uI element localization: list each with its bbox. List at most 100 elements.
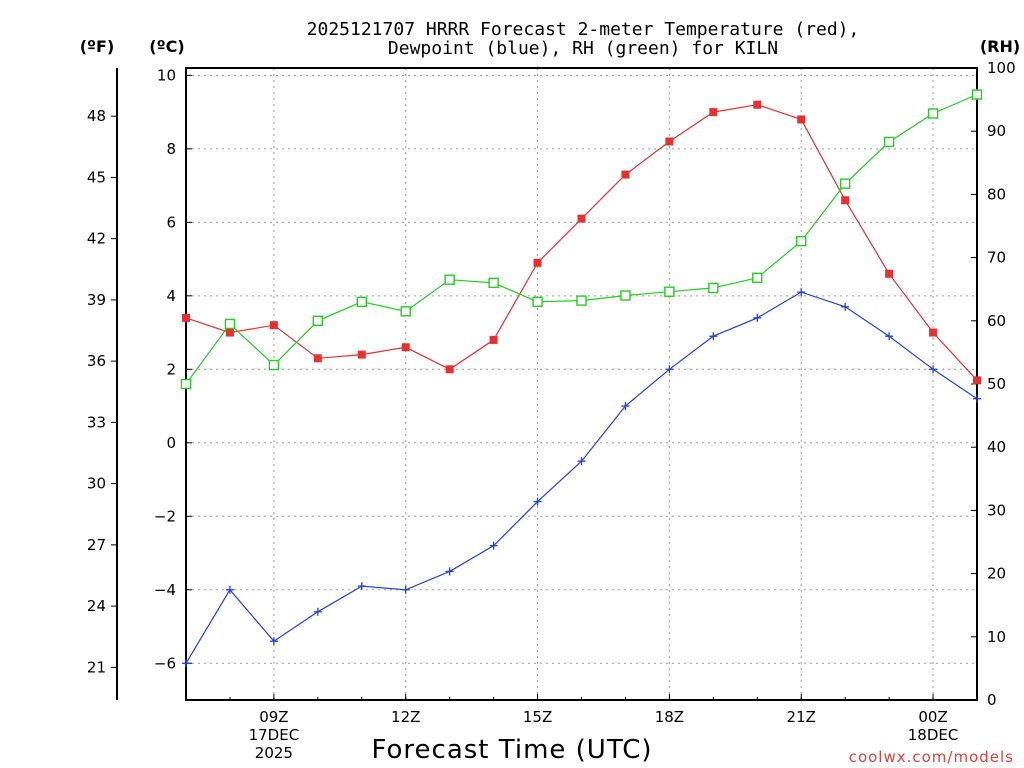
time-tick-label: 15Z bbox=[523, 708, 552, 726]
time-tick-label: 18DEC bbox=[908, 726, 959, 744]
fahrenheit-tick-label: 39 bbox=[87, 291, 106, 309]
dewpoint-point bbox=[182, 659, 190, 668]
fahrenheit-tick-label: 30 bbox=[87, 475, 106, 493]
dewpoint-point bbox=[225, 585, 234, 594]
dewpoint-point bbox=[621, 402, 630, 411]
rh-unit-label: (RH) bbox=[980, 37, 1020, 56]
dewpoint-point bbox=[973, 394, 981, 403]
rh-tick-label: 100 bbox=[987, 59, 1016, 77]
rh-tick-label: 0 bbox=[987, 691, 997, 709]
rh-point bbox=[620, 290, 631, 301]
axis-ticks: 1086420−2−4−6484542393633302724211009080… bbox=[87, 59, 1016, 762]
dewpoint-point bbox=[445, 567, 454, 576]
2-meter-temperature-point bbox=[621, 170, 630, 179]
2-meter-temperature-point bbox=[885, 269, 894, 278]
2-meter-temperature-point bbox=[709, 108, 718, 117]
2-meter-temperature-point bbox=[797, 115, 806, 124]
x-axis-title: Forecast Time (UTC) bbox=[371, 735, 652, 765]
fahrenheit-tick-label: 42 bbox=[87, 230, 106, 248]
rh-point bbox=[356, 296, 367, 308]
2-meter-temperature-point bbox=[665, 137, 674, 146]
fahrenheit-tick-label: 36 bbox=[87, 352, 106, 370]
dewpoint-point bbox=[885, 332, 894, 341]
plot-area-frame bbox=[185, 67, 978, 701]
rh-tick-label: 50 bbox=[987, 375, 1006, 393]
rh-point bbox=[180, 378, 192, 390]
data-series bbox=[180, 89, 983, 668]
time-tick-label: 17DEC bbox=[249, 726, 300, 744]
celsius-tick-label: 2 bbox=[166, 360, 176, 378]
rh-point bbox=[927, 108, 939, 119]
fahrenheit-tick-label: 33 bbox=[87, 413, 106, 431]
2-meter-temperature-point bbox=[489, 335, 498, 344]
rh-point bbox=[708, 282, 719, 294]
fahrenheit-tick-label: 48 bbox=[87, 107, 106, 125]
rh-point bbox=[883, 136, 895, 148]
celsius-tick-label: 10 bbox=[157, 66, 176, 84]
rh-point bbox=[839, 178, 851, 189]
fahrenheit-tick-label: 24 bbox=[87, 597, 106, 615]
time-tick-label: 12Z bbox=[391, 708, 420, 726]
dewpoint-point bbox=[313, 607, 322, 616]
time-tick-label: 18Z bbox=[655, 708, 684, 726]
grid-lines bbox=[186, 68, 977, 700]
dewpoint-point bbox=[533, 497, 542, 506]
fahrenheit-tick-label: 45 bbox=[87, 168, 106, 186]
2-meter-temperature-point bbox=[401, 343, 410, 352]
celsius-tick-label: 4 bbox=[166, 287, 176, 305]
fahrenheit-unit-label: (ºF) bbox=[80, 37, 115, 56]
2-meter-temperature-line bbox=[185, 104, 978, 381]
celsius-tick-label: −6 bbox=[154, 654, 176, 672]
rh-point bbox=[400, 306, 411, 317]
rh-tick-label: 70 bbox=[987, 249, 1006, 267]
time-tick-label: 2025 bbox=[255, 744, 293, 762]
2-meter-temperature-point bbox=[445, 365, 454, 374]
rh-point bbox=[796, 235, 807, 247]
fahrenheit-tick-label: 27 bbox=[87, 536, 106, 554]
rh-point bbox=[312, 315, 324, 326]
rh-point bbox=[268, 359, 280, 371]
2-meter-temperature-point bbox=[182, 313, 190, 322]
rh-tick-label: 90 bbox=[987, 122, 1006, 140]
celsius-tick-label: 0 bbox=[166, 434, 176, 452]
dewpoint-point bbox=[269, 637, 278, 646]
rh-point bbox=[444, 274, 455, 285]
dewpoint-point bbox=[401, 585, 410, 594]
dewpoint-point bbox=[929, 365, 938, 374]
rh-point bbox=[664, 286, 675, 297]
chart-title-line-2: Dewpoint (blue), RH (green) for KILN bbox=[388, 38, 778, 59]
rh-line bbox=[185, 93, 978, 385]
rh-point bbox=[488, 277, 499, 289]
celsius-tick-label: 6 bbox=[166, 213, 176, 231]
2-meter-temperature-point bbox=[753, 100, 762, 109]
source-credit[interactable]: coolwx.com/models bbox=[849, 748, 1014, 766]
celsius-tick-label: −4 bbox=[154, 581, 176, 599]
dewpoint-point bbox=[709, 332, 718, 341]
rh-tick-label: 40 bbox=[987, 438, 1006, 456]
2-meter-temperature-point bbox=[577, 214, 586, 223]
dewpoint-point bbox=[665, 365, 674, 374]
rh-point bbox=[224, 318, 236, 330]
rh-point bbox=[752, 272, 763, 284]
2-meter-temperature-point bbox=[269, 321, 278, 330]
2-meter-temperature-point bbox=[225, 328, 234, 337]
rh-tick-label: 30 bbox=[987, 501, 1006, 519]
dewpoint-point bbox=[577, 457, 586, 466]
rh-tick-label: 20 bbox=[987, 565, 1006, 583]
2-meter-temperature-point bbox=[973, 376, 981, 385]
rh-tick-label: 10 bbox=[987, 628, 1006, 646]
time-tick-label: 09Z bbox=[259, 708, 288, 726]
time-tick-label: 21Z bbox=[787, 708, 816, 726]
rh-tick-label: 80 bbox=[987, 185, 1006, 203]
dewpoint-point bbox=[489, 541, 498, 550]
dewpoint-point bbox=[753, 313, 762, 322]
2-meter-temperature-point bbox=[929, 328, 938, 337]
celsius-tick-label: −2 bbox=[154, 507, 176, 525]
dewpoint-point bbox=[797, 288, 806, 297]
rh-tick-label: 60 bbox=[987, 312, 1006, 330]
2-meter-temperature-point bbox=[841, 196, 850, 205]
2-meter-temperature-point bbox=[357, 350, 366, 359]
celsius-unit-label: (ºC) bbox=[149, 37, 184, 56]
chart-title-line-1: 2025121707 HRRR Forecast 2-meter Tempera… bbox=[307, 19, 860, 40]
